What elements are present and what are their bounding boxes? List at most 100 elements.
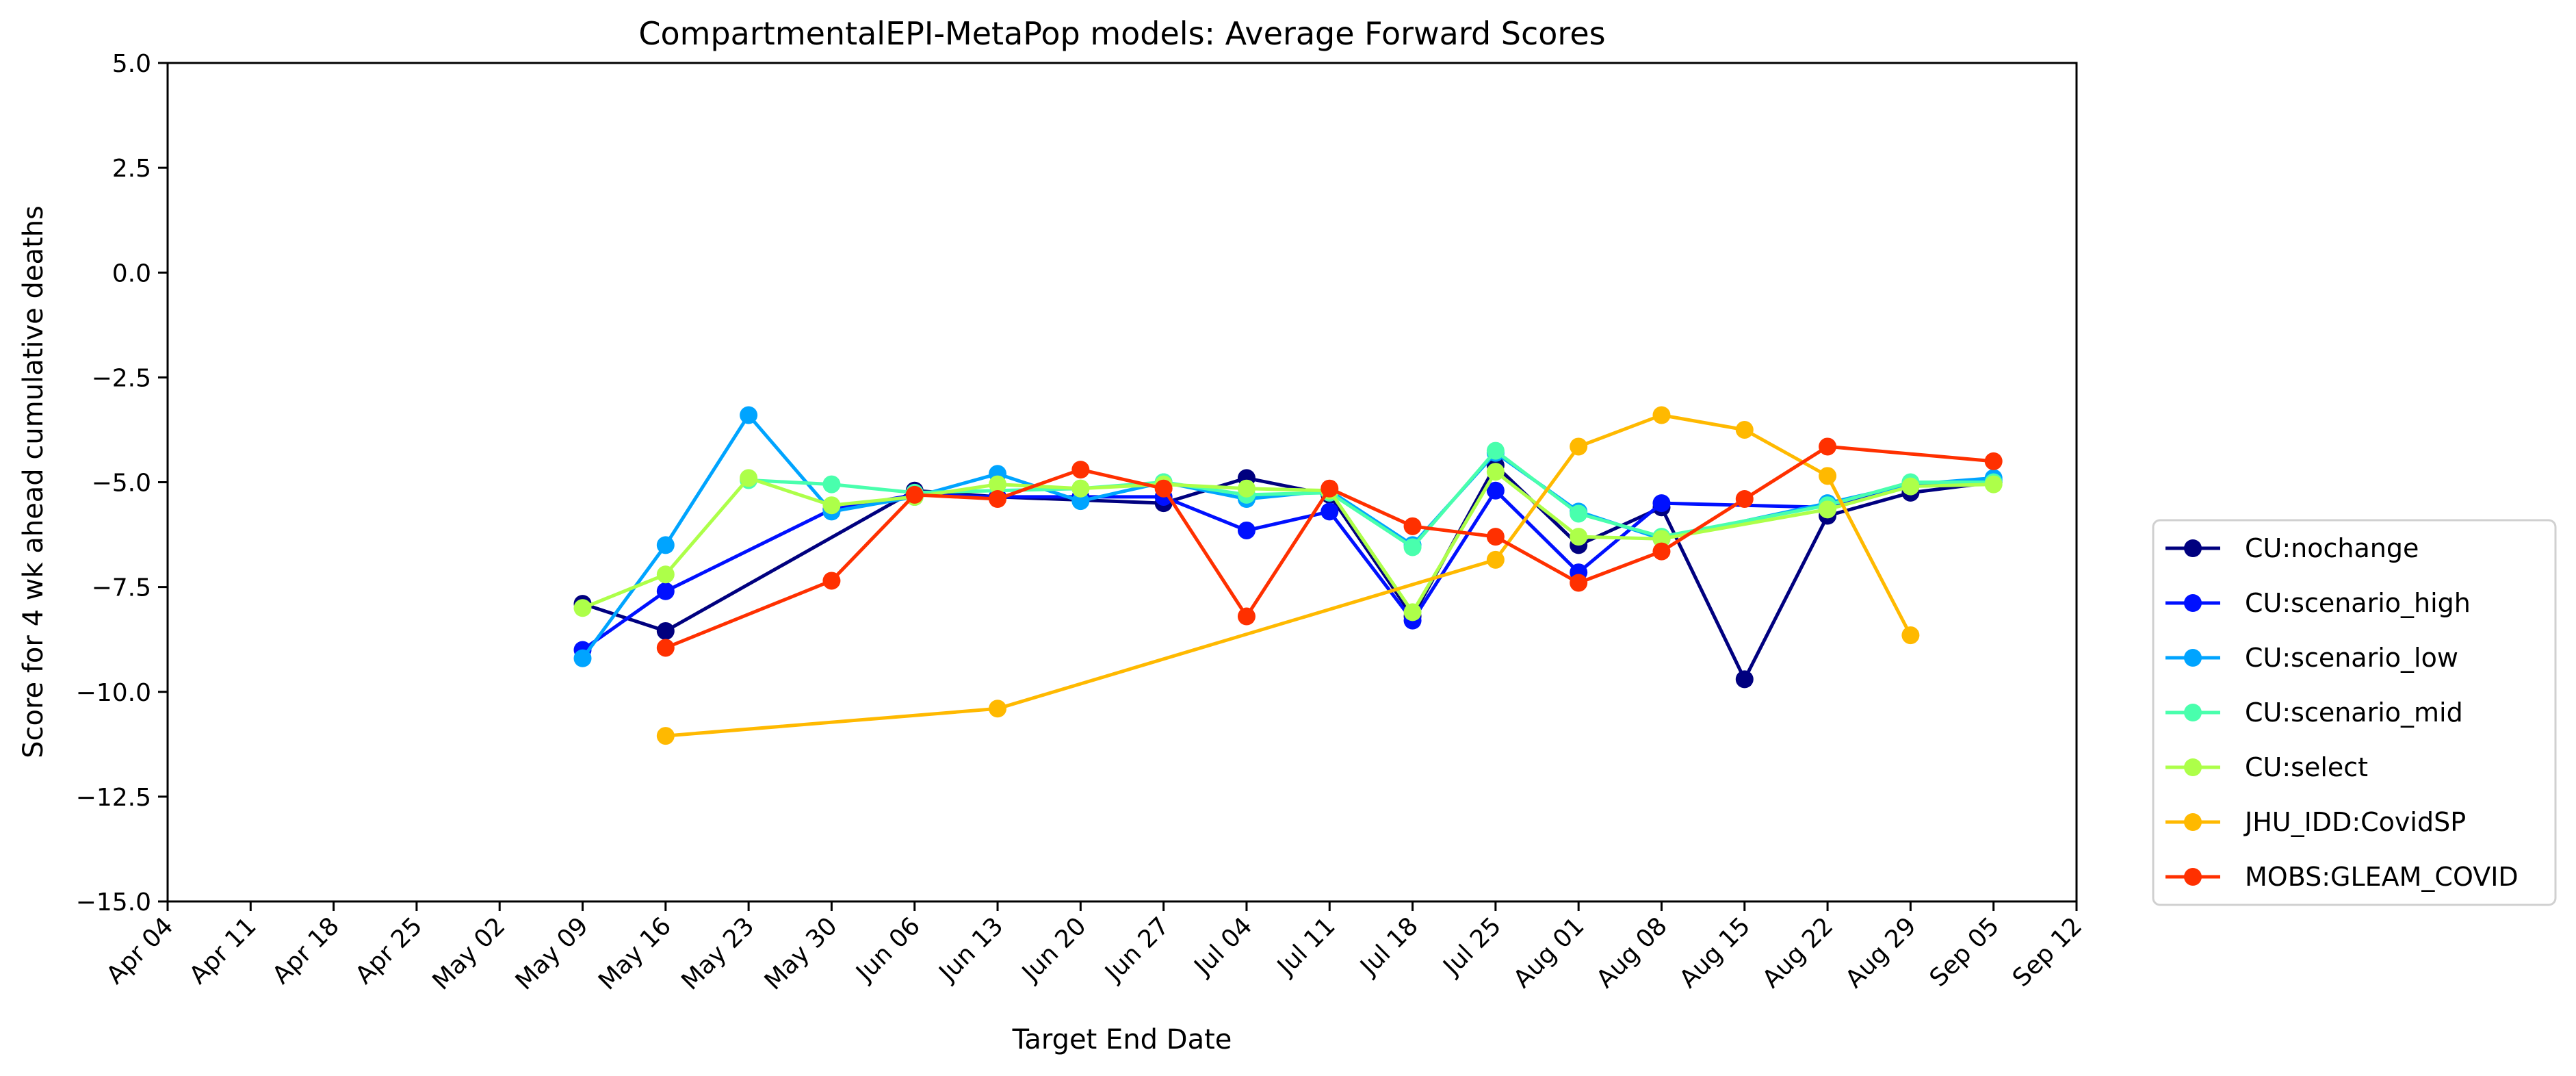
- series-cu-scenario-mid: [740, 441, 2003, 556]
- data-point: [656, 727, 675, 745]
- series-line: [582, 463, 1994, 681]
- data-point: [1652, 542, 1671, 561]
- plot-frame: [166, 62, 2078, 903]
- legend-item: CU:nochange: [2165, 533, 2419, 563]
- legend-item: JHU_IDD:CovidSP: [2165, 807, 2466, 837]
- legend-marker: [2184, 813, 2202, 831]
- data-point: [1984, 475, 2003, 494]
- legend-label: JHU_IDD:CovidSP: [2243, 807, 2466, 837]
- x-tick-label: Jun 20: [1016, 912, 1092, 988]
- data-point: [1486, 528, 1505, 546]
- y-tick-label: −5.0: [92, 470, 151, 498]
- data-point: [822, 496, 841, 515]
- data-point: [1403, 538, 1422, 556]
- x-tick-label: Apr 25: [350, 912, 428, 990]
- legend-marker: [2184, 704, 2202, 721]
- data-point: [1819, 467, 1837, 485]
- y-tick-label: −10.0: [76, 679, 151, 707]
- data-point: [989, 475, 1007, 494]
- x-tick-label: May 02: [427, 912, 510, 995]
- data-point: [1071, 492, 1090, 511]
- data-point: [1819, 500, 1837, 519]
- data-point: [1819, 437, 1837, 456]
- data-point: [1154, 479, 1173, 498]
- data-point: [822, 475, 841, 494]
- x-tick-label: Jun 06: [850, 912, 926, 988]
- data-point: [656, 565, 675, 584]
- legend-marker: [2184, 539, 2202, 557]
- data-point: [656, 582, 675, 600]
- data-point: [1071, 479, 1090, 498]
- data-point: [1652, 494, 1671, 513]
- x-axis: Apr 04 Apr 11 Apr 18 Apr 25 May 02 May 09 May …: [101, 901, 2087, 995]
- data-point: [1901, 626, 1920, 645]
- legend-marker: [2184, 758, 2202, 776]
- data-point: [905, 485, 924, 504]
- series-line: [665, 413, 1912, 738]
- data-point: [573, 599, 592, 617]
- data-point: [1237, 479, 1256, 498]
- legend-marker: [2184, 868, 2202, 886]
- x-tick-label: Sep 05: [1925, 912, 2005, 992]
- data-point: [1486, 441, 1505, 460]
- x-tick-label: May 16: [593, 912, 677, 995]
- x-tick-label: Aug 15: [1674, 912, 1756, 993]
- legend-item: CU:scenario_mid: [2165, 697, 2463, 728]
- y-tick-label: −7.5: [92, 574, 151, 602]
- y-tick-label: 5.0: [112, 50, 151, 78]
- x-tick-label: Jul 25: [1437, 912, 1507, 982]
- data-point: [1320, 502, 1339, 521]
- chart-title: CompartmentalEPI-MetaPop models: Average…: [638, 15, 1605, 52]
- legend-label: MOBS:GLEAM_COVID: [2245, 862, 2519, 892]
- data-point: [1486, 463, 1505, 481]
- legend-label: CU:scenario_high: [2245, 588, 2471, 618]
- x-tick-label: Aug 01: [1508, 912, 1589, 993]
- legend: CU:nochange CU:scenario_high CU:scenario_l…: [2152, 519, 2557, 906]
- data-point: [1570, 504, 1588, 523]
- legend-label: CU:scenario_mid: [2245, 697, 2463, 728]
- data-point: [1735, 490, 1754, 508]
- data-point: [1652, 530, 1671, 548]
- data-point: [1570, 574, 1588, 592]
- data-point: [989, 700, 1007, 718]
- y-tick-label: −2.5: [92, 364, 151, 392]
- x-tick-label: Jul 04: [1188, 912, 1258, 982]
- y-tick-label: −15.0: [76, 888, 151, 917]
- data-point: [1237, 521, 1256, 539]
- legend-marker: [2184, 649, 2202, 667]
- data-point: [1486, 481, 1505, 500]
- legend-item: CU:scenario_low: [2165, 643, 2458, 673]
- x-tick-label: Jun 13: [933, 912, 1009, 988]
- legend-item: CU:select: [2165, 752, 2368, 782]
- data-point: [1570, 437, 1588, 456]
- data-point: [1486, 550, 1505, 569]
- x-tick-label: Apr 04: [101, 912, 179, 990]
- series-line: [582, 478, 1994, 652]
- data-point: [1652, 406, 1671, 424]
- data-point: [656, 639, 675, 657]
- series-jhu-idd-covidsp: [656, 406, 1920, 745]
- x-tick-label: Apr 18: [267, 912, 345, 990]
- plot-area: [573, 406, 2003, 745]
- data-point: [1320, 479, 1339, 498]
- x-axis-label: Target End Date: [1012, 1024, 1232, 1055]
- data-point: [1237, 607, 1256, 626]
- data-point: [1403, 603, 1422, 622]
- y-tick-label: 0.0: [112, 259, 151, 287]
- series-cu-scenario-high: [573, 471, 2003, 659]
- data-point: [989, 490, 1007, 508]
- y-tick-label: 2.5: [112, 155, 151, 183]
- legend-item: CU:scenario_high: [2165, 588, 2471, 618]
- x-tick-label: Aug 08: [1591, 912, 1673, 993]
- x-tick-label: May 09: [510, 912, 594, 995]
- legend-label: CU:select: [2245, 752, 2368, 782]
- data-point: [1570, 528, 1588, 546]
- data-point: [573, 649, 592, 667]
- y-axis: 5.0 2.5 0.0 −2.5 −5.0 −7.5 −10.0 −12.5 −15.0: [76, 50, 168, 917]
- series-mobs-gleam-covid: [656, 437, 2003, 657]
- data-point: [1984, 452, 2003, 470]
- y-tick-label: −12.5: [76, 784, 151, 812]
- data-point: [1901, 477, 1920, 496]
- legend-box: [2152, 519, 2557, 906]
